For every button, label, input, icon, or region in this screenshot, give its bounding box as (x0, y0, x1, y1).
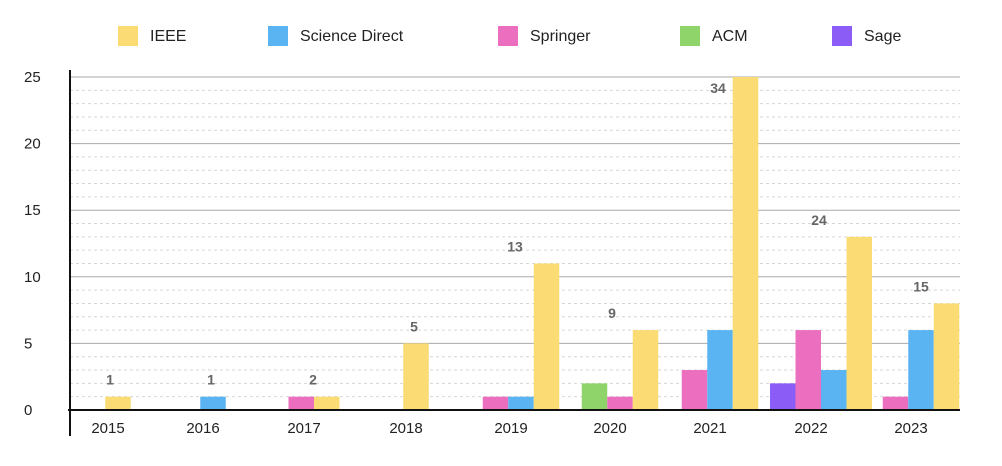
legend-swatch-acm (680, 26, 700, 46)
data-label-total-2018: 5 (410, 318, 418, 334)
bar-science-direct-2021 (707, 330, 733, 410)
x-tick-label: 2017 (287, 420, 320, 437)
y-tick-label: 15 (24, 202, 41, 219)
legend-label-sage: Sage (864, 28, 901, 45)
data-labels: 1 1 2 5 13 9 34 24 15 (106, 80, 929, 388)
bar-springer-2022 (795, 330, 821, 410)
y-tick-label: 5 (24, 335, 32, 352)
bar-springer-2021 (681, 370, 708, 410)
x-tick-label: 2019 (494, 420, 527, 437)
legend-swatch-sage (832, 26, 852, 46)
bar-acm-2020 (581, 383, 608, 410)
bar-ieee-2019 (533, 263, 560, 410)
data-label-total-2017: 2 (309, 372, 317, 388)
legend-label-ieee: IEEE (150, 28, 186, 45)
bars (105, 77, 960, 410)
y-tick-label: 20 (24, 136, 41, 153)
x-tick-label: 2016 (186, 420, 219, 437)
x-tick-label: 2022 (794, 420, 827, 437)
bar-ieee-2017 (314, 396, 340, 410)
data-label-total-2016: 1 (207, 372, 215, 388)
data-label-total-2023: 15 (913, 278, 929, 294)
bar-science-direct-2022 (821, 370, 847, 410)
x-tick-label: 2015 (91, 420, 124, 437)
bar-springer-2020 (607, 396, 633, 410)
legend-label-springer: Springer (530, 28, 591, 45)
x-tick-label: 2020 (593, 420, 626, 437)
y-tick-label: 25 (24, 69, 41, 86)
legend-label-acm: ACM (712, 28, 748, 45)
bar-ieee-2020 (632, 330, 659, 410)
bar-springer-2017 (288, 396, 314, 410)
legend-swatch-science-direct (268, 26, 288, 46)
bar-sage-2022 (770, 383, 796, 410)
y-tick-label: 0 (24, 402, 32, 419)
bar-springer-2023 (882, 396, 909, 410)
data-label-total-2015: 1 (106, 372, 114, 388)
x-tick-label: 2023 (894, 420, 927, 437)
legend-swatch-springer (498, 26, 518, 46)
x-tick-label: 2021 (693, 420, 726, 437)
data-label-total-2019: 13 (507, 238, 523, 254)
y-tick-label: 10 (24, 269, 41, 286)
data-label-total-2020: 9 (608, 305, 616, 321)
x-tick-label: 2018 (389, 420, 422, 437)
legend-swatch-ieee (118, 26, 138, 46)
bar-ieee-2018 (403, 343, 429, 410)
bar-science-direct-2019 (508, 396, 534, 410)
bar-ieee-2021 (732, 77, 759, 410)
legend: IEEE Science Direct Springer ACM Sage (118, 26, 901, 46)
bar-ieee-2015 (105, 396, 131, 410)
bar-science-direct-2016 (200, 396, 226, 410)
bar-ieee-2023 (933, 303, 960, 410)
data-label-total-2021: 34 (710, 80, 726, 96)
bar-science-direct-2023 (908, 330, 934, 410)
bar-ieee-2022 (846, 236, 872, 410)
legend-label-science-direct: Science Direct (300, 28, 404, 45)
bar-springer-2019 (482, 396, 509, 410)
gridlines (70, 76, 960, 398)
data-label-total-2022: 24 (811, 212, 827, 228)
